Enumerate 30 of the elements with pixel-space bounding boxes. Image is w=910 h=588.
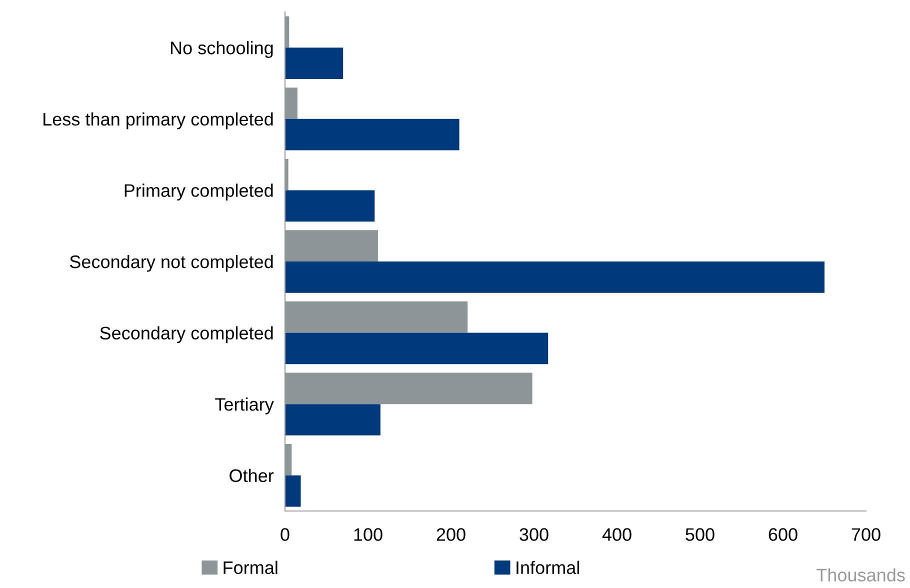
bar — [285, 190, 375, 222]
y-tick-label: Other — [230, 468, 274, 482]
x-tick-label: 100 — [354, 528, 382, 541]
x-tick-label: 0 — [280, 528, 290, 541]
legend-label: Informal — [516, 560, 579, 574]
y-tick-label: No schooling — [170, 41, 273, 58]
y-tick-label: Primary completed — [124, 184, 273, 201]
bar — [285, 88, 298, 119]
x-tick-label: 300 — [520, 528, 548, 541]
x-tick-label: 500 — [686, 528, 714, 541]
bar — [285, 475, 301, 507]
bar — [285, 230, 378, 262]
bar — [285, 48, 344, 80]
y-tick-label: Less than primary completed — [44, 112, 273, 130]
bar — [285, 404, 380, 436]
bar — [285, 118, 460, 150]
y-tick-label: Tertiary — [215, 398, 274, 414]
legend-label: Formal — [224, 560, 278, 574]
y-tick-label: Secondary completed — [100, 326, 273, 344]
x-tick-label: 400 — [602, 528, 632, 541]
bar — [285, 444, 292, 476]
x-tick-label: 600 — [768, 528, 798, 541]
text: Thousands — [816, 568, 905, 582]
bar — [285, 332, 548, 364]
bar — [285, 262, 824, 293]
x-tick-label: 700 — [852, 528, 880, 541]
x-tick-label: 200 — [436, 528, 466, 541]
y-tick-label: Secondary not completed — [70, 254, 273, 272]
bar — [285, 301, 468, 333]
bar — [285, 372, 532, 404]
